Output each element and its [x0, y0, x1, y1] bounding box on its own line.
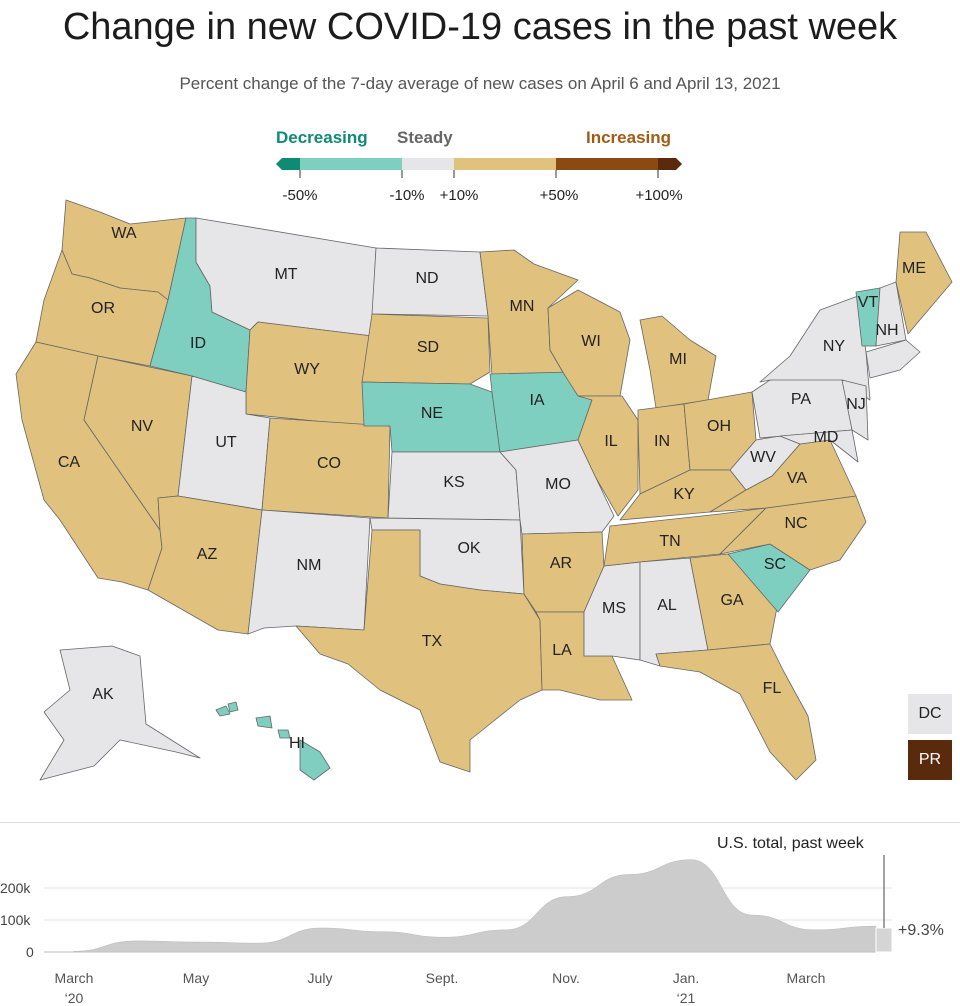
x-label-year-2021: ‘21	[677, 990, 696, 1006]
legend-swatch-steady	[402, 158, 454, 170]
label-LA: LA	[552, 642, 572, 659]
label-CO: CO	[317, 455, 341, 472]
label-KY: KY	[673, 486, 695, 503]
legend-swatch-increase	[454, 158, 556, 170]
label-MO: MO	[545, 476, 571, 493]
label-PA: PA	[791, 391, 811, 408]
label-VA: VA	[787, 470, 807, 487]
state-SD[interactable]	[361, 313, 491, 385]
x-axis-labels: March ‘20 May July Sept. Nov. Jan. ‘21 M…	[55, 970, 826, 1006]
territory-DC[interactable]: DC	[908, 694, 952, 734]
trend-area	[73, 859, 877, 953]
label-VT: VT	[858, 294, 879, 311]
state-HI[interactable]	[215, 701, 331, 781]
legend-tick-plus100: +100%	[635, 187, 683, 204]
section-divider	[0, 822, 960, 823]
x-label-may: May	[183, 970, 209, 986]
us-map: WA OR CA NV ID MT WY UT AZ CO NM ND SD N…	[15, 158, 953, 781]
state-MI[interactable]	[639, 315, 717, 409]
x-label-nov: Nov.	[552, 970, 580, 986]
state-FL[interactable]	[655, 643, 817, 781]
y-tick-0: 0	[26, 944, 34, 960]
label-AK: AK	[92, 686, 114, 703]
state-GA[interactable]	[689, 553, 779, 651]
label-ME: ME	[902, 260, 926, 277]
x-label-march-2020: March	[55, 970, 94, 986]
label-NE: NE	[421, 405, 443, 422]
legend-increasing-label: Increasing	[586, 128, 672, 147]
label-NH: NH	[875, 322, 898, 339]
label-MN: MN	[510, 298, 535, 315]
legend-decreasing-label: Decreasing	[276, 128, 368, 147]
label-NJ: NJ	[846, 396, 866, 413]
x-label-march-2021: March	[787, 970, 826, 986]
state-NJ[interactable]	[841, 379, 869, 441]
label-AZ: AZ	[197, 546, 218, 563]
label-NY: NY	[823, 338, 846, 355]
legend-swatch-very-strong-increase	[658, 158, 682, 170]
x-label-sept: Sept.	[426, 970, 459, 986]
state-TX[interactable]	[295, 529, 543, 773]
state-ME[interactable]	[895, 231, 953, 335]
chart-subtitle: Percent change of the 7-day average of n…	[179, 74, 781, 93]
state-MD[interactable]	[779, 429, 859, 463]
legend-tick-plus50: +50%	[539, 187, 579, 204]
legend-swatch-strong-decrease	[276, 158, 300, 170]
chart-title: Change in new COVID-19 cases in the past…	[62, 6, 898, 48]
state-New-England[interactable]	[865, 339, 921, 379]
label-FL: FL	[763, 680, 782, 697]
label-IA: IA	[529, 392, 544, 409]
y-tick-200k: 200k	[0, 880, 31, 896]
label-WY: WY	[294, 361, 320, 378]
label-HI: HI	[289, 735, 305, 752]
label-NV: NV	[131, 418, 154, 435]
label-DC: DC	[918, 705, 942, 722]
label-GA: GA	[720, 592, 743, 609]
y-tick-100k: 100k	[0, 912, 31, 928]
label-WA: WA	[111, 225, 137, 242]
legend-swatch-strong-increase	[556, 158, 658, 170]
label-ID: ID	[190, 335, 206, 352]
territory-PR[interactable]: PR	[908, 740, 952, 780]
legend-tick-plus10: +10%	[439, 187, 479, 204]
label-WV: WV	[750, 449, 776, 466]
x-label-year-2020: ‘20	[65, 990, 84, 1006]
x-label-jan: Jan.	[673, 970, 699, 986]
label-IN: IN	[654, 433, 670, 450]
label-AR: AR	[550, 555, 572, 572]
label-OH: OH	[707, 418, 731, 435]
label-UT: UT	[215, 434, 237, 451]
label-MD: MD	[814, 429, 839, 446]
legend-swatch-decrease	[300, 158, 402, 170]
trend-change-label: +9.3%	[898, 922, 944, 939]
label-TN: TN	[659, 533, 680, 550]
legend-steady-label: Steady	[397, 128, 453, 147]
state-IL[interactable]	[577, 395, 639, 517]
trend-annotation: U.S. total, past week	[717, 835, 864, 852]
label-MT: MT	[274, 266, 297, 283]
legend-tick-minus10: -10%	[389, 187, 425, 204]
legend-color-bar	[276, 158, 682, 178]
trend-past-week-bar	[875, 927, 893, 953]
label-MI: MI	[669, 351, 687, 368]
label-PR: PR	[918, 751, 942, 768]
label-AL: AL	[657, 597, 677, 614]
label-ND: ND	[415, 270, 438, 287]
label-TX: TX	[422, 633, 443, 650]
label-OK: OK	[457, 540, 480, 557]
legend-tick-minus50: -50%	[282, 187, 318, 204]
label-WI: WI	[581, 333, 601, 350]
label-KS: KS	[443, 474, 464, 491]
label-MS: MS	[602, 600, 626, 617]
label-IL: IL	[604, 433, 617, 450]
label-CA: CA	[58, 454, 81, 471]
label-NM: NM	[297, 557, 322, 574]
state-AK[interactable]	[39, 645, 201, 781]
label-SC: SC	[764, 556, 786, 573]
label-SD: SD	[417, 339, 439, 356]
x-label-july: July	[308, 970, 333, 986]
label-NC: NC	[784, 515, 807, 532]
label-OR: OR	[91, 300, 115, 317]
